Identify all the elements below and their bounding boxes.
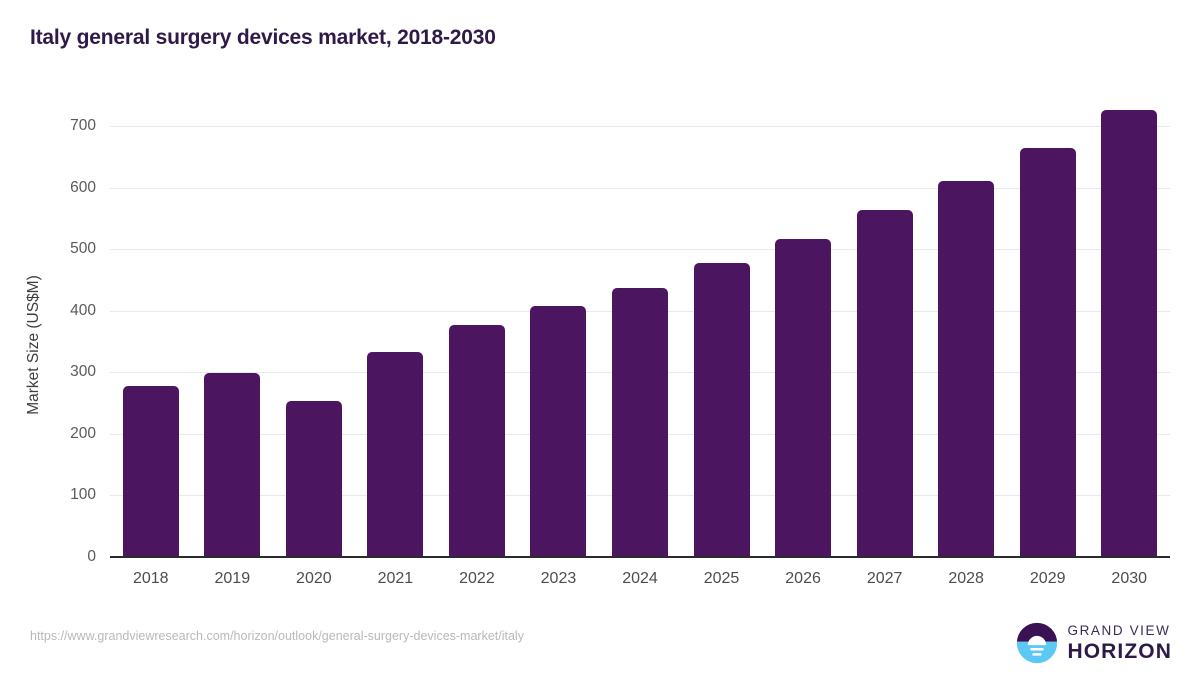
y-axis-tick: 400	[70, 301, 96, 319]
x-axis-line	[110, 556, 1170, 558]
logo-line-horizon: HORIZON	[1067, 639, 1172, 663]
y-axis-tick: 200	[70, 424, 96, 442]
brand-logo: GRAND VIEW HORIZON	[1016, 620, 1172, 666]
x-axis-tick: 2018	[132, 570, 169, 587]
x-axis-tick: 2025	[703, 570, 740, 587]
bar[interactable]	[367, 351, 424, 557]
y-axis-tick: 600	[70, 178, 96, 196]
y-axis-tick: 0	[87, 548, 96, 565]
bar[interactable]	[1101, 110, 1158, 557]
x-axis-tick: 2021	[377, 570, 414, 587]
y-axis-tick: 300	[70, 363, 96, 381]
x-axis-tick: 2030	[1111, 570, 1148, 587]
x-axis-tick: 2026	[785, 570, 821, 587]
x-axis-tick: 2027	[866, 570, 903, 587]
x-axis-tick: 2020	[296, 570, 332, 587]
logo-line-grand-view: GRAND VIEW	[1067, 623, 1171, 639]
x-axis-tick: 2024	[622, 570, 658, 587]
y-axis-title: Market Size (US$M)	[25, 275, 42, 415]
page-title: Italy general surgery devices market, 20…	[30, 26, 496, 49]
bar[interactable]	[530, 306, 587, 557]
horizon-logo-icon	[1017, 622, 1058, 664]
bar[interactable]	[122, 385, 179, 557]
gridline	[110, 187, 1170, 189]
bar[interactable]	[775, 238, 832, 557]
bar[interactable]	[1019, 147, 1076, 557]
source-url[interactable]: https://www.grandviewresearch.com/horizo…	[30, 629, 524, 643]
bar[interactable]	[285, 400, 342, 557]
y-axis-tick-labels: 0 100 200 300 400 500 600 700	[28, 0, 96, 675]
bar[interactable]	[204, 372, 261, 557]
x-axis-tick: 2019	[214, 570, 251, 587]
bar[interactable]	[856, 210, 913, 557]
bar[interactable]	[612, 287, 668, 557]
x-axis-tick: 2022	[459, 570, 495, 587]
x-axis-tick: 2023	[540, 570, 577, 587]
x-axis-tick: 2028	[948, 570, 984, 587]
bar[interactable]	[448, 324, 505, 557]
y-axis-tick: 700	[70, 117, 96, 134]
y-axis-tick: 100	[70, 486, 96, 504]
gridline	[110, 126, 1170, 127]
bar[interactable]	[693, 262, 750, 557]
gridline	[110, 249, 1170, 251]
plot-area	[110, 110, 1170, 557]
x-axis-tick: 2029	[1029, 570, 1066, 587]
y-axis-tick: 500	[70, 240, 96, 258]
bar[interactable]	[938, 180, 995, 557]
logo-wordmark: GRAND VIEW HORIZON	[1067, 624, 1172, 662]
